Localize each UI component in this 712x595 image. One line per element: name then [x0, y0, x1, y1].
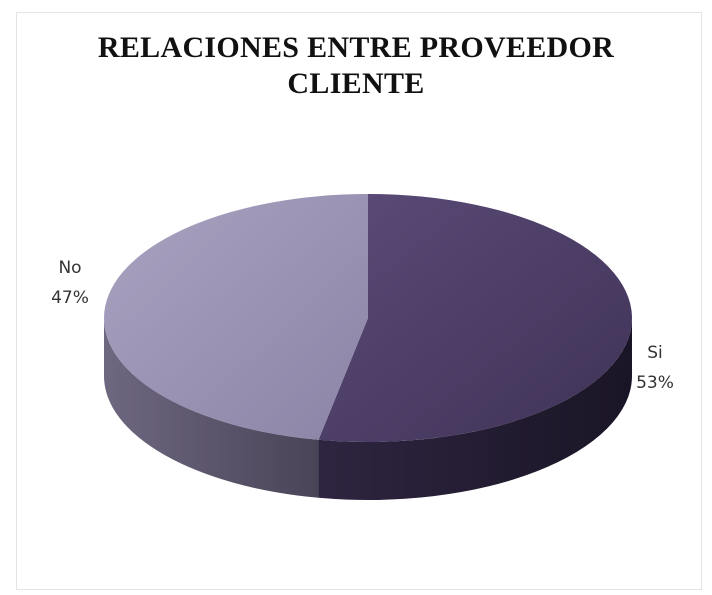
pie-label-no: No	[58, 258, 81, 278]
chart-title-line-2: CLIENTE	[287, 67, 425, 100]
pie-slice-no-side	[104, 318, 319, 498]
pie-slice-si	[318, 194, 633, 442]
pie-percent-si: 53%	[636, 373, 674, 393]
pie-slice-si-side	[318, 318, 632, 500]
pie-label-si: Si	[647, 343, 663, 363]
pie-percent-no: 47%	[51, 288, 89, 308]
pie-slice-no	[104, 194, 368, 440]
chart-title: RELACIONES ENTRE PROVEEDOR CLIENTE	[0, 30, 712, 102]
chart-title-line-1: RELACIONES ENTRE PROVEEDOR	[97, 31, 615, 64]
